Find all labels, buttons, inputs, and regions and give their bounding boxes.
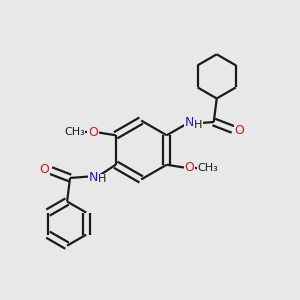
Text: CH₃: CH₃ bbox=[197, 163, 218, 173]
Text: O: O bbox=[40, 163, 49, 176]
Text: O: O bbox=[88, 126, 98, 139]
Text: H: H bbox=[194, 120, 202, 130]
Text: O: O bbox=[235, 124, 244, 137]
Text: CH₃: CH₃ bbox=[64, 127, 85, 137]
Text: N: N bbox=[185, 116, 194, 129]
Text: N: N bbox=[89, 171, 98, 184]
Text: O: O bbox=[184, 161, 194, 174]
Text: H: H bbox=[98, 174, 106, 184]
